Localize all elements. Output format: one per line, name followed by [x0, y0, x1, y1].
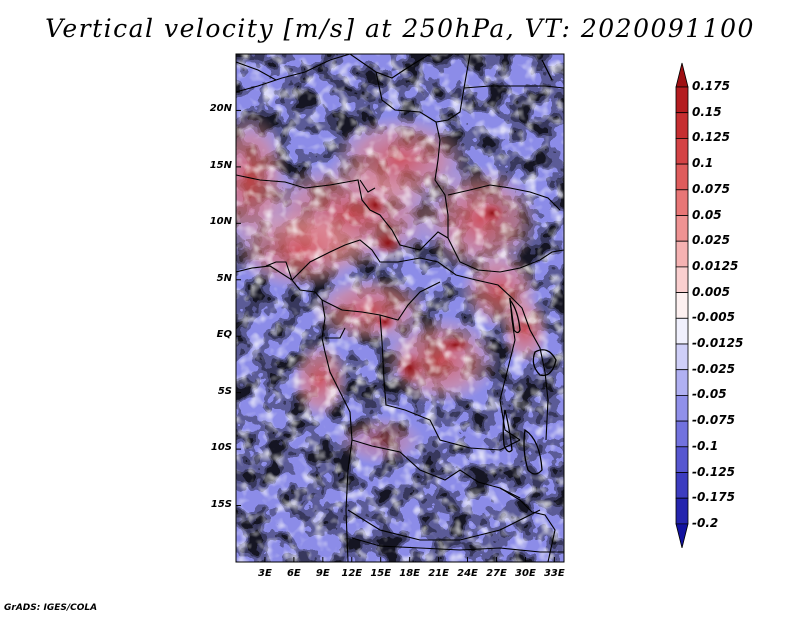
axis-ticks	[236, 109, 555, 562]
colorbar-label: -0.2	[692, 515, 719, 530]
colorbar-segment	[675, 62, 689, 88]
y-tick-label: 20N	[209, 103, 232, 115]
colorbar-segment	[675, 523, 689, 548]
y-tick-label: 15N	[209, 159, 232, 171]
colorbar-segment	[675, 472, 689, 499]
colorbar-label: -0.1	[692, 438, 719, 453]
colorbar-label: -0.175	[692, 490, 735, 505]
colorbar-segment	[675, 240, 689, 268]
lake-outlines	[502, 59, 557, 475]
x-tick-label: 6E	[286, 568, 301, 579]
colorbar-segment	[675, 497, 689, 525]
colorbar-segment	[675, 215, 689, 242]
colorbar-label: 0.005	[692, 284, 730, 299]
colorbar-label: 0.0125	[692, 258, 739, 273]
colorbar-segment	[675, 189, 689, 216]
colorbar-segment	[675, 420, 689, 448]
x-tick-label: 9E	[315, 568, 330, 579]
y-tick-label: EQ	[216, 329, 232, 341]
colorbar-label: -0.125	[692, 464, 735, 479]
colorbar	[675, 62, 689, 548]
colorbar-label: 0.05	[692, 207, 722, 222]
velocity-field	[236, 54, 564, 562]
colorbar-segment	[675, 369, 689, 396]
colorbar-segment	[675, 317, 689, 345]
colorbar-label: 0.125	[692, 130, 730, 145]
colorbar-segment	[675, 292, 689, 319]
y-tick-label: 5S	[217, 385, 232, 397]
colorbar-segment	[675, 112, 689, 139]
x-tick-label: 30E	[515, 568, 536, 579]
y-tick-label: 10N	[209, 216, 232, 228]
chart-title: Vertical velocity [m/s] at 250hPa, VT: 2…	[45, 14, 755, 43]
colorbar-label: 0.1	[692, 156, 714, 171]
colorbar-segment	[675, 137, 689, 165]
x-tick-label: 21E	[428, 568, 449, 579]
colorbar-segment	[675, 343, 689, 371]
country-borders	[236, 54, 564, 562]
colorbar-label: -0.005	[692, 310, 735, 325]
colorbar-segment	[675, 86, 689, 114]
x-tick-label: 3E	[258, 568, 272, 579]
colorbar-label: 0.075	[692, 181, 730, 196]
x-tick-label: 15E	[370, 568, 392, 579]
colorbar-label: 0.025	[692, 233, 730, 248]
colorbar-label: 0.175	[692, 79, 730, 93]
x-tick-label: 24E	[457, 568, 478, 579]
colorbar-label: -0.025	[692, 361, 735, 376]
x-tick-label: 18E	[399, 568, 421, 579]
y-tick-label: 5N	[216, 272, 232, 284]
map-frame	[235, 53, 565, 563]
colorbar-segment	[675, 266, 689, 293]
y-tick-label: 15S	[210, 498, 232, 510]
grads-credit: GrADS: IGES/COLA	[4, 603, 98, 613]
colorbar-segment	[675, 446, 689, 473]
colorbar-label: -0.075	[692, 413, 735, 428]
x-tick-label: 27E	[486, 568, 507, 579]
colorbar-segment	[675, 163, 689, 191]
colorbar-label: 0.15	[692, 104, 722, 119]
colorbar-label: -0.05	[692, 387, 727, 402]
y-tick-label: 10S	[210, 442, 232, 454]
x-tick-label: 12E	[341, 568, 363, 579]
x-tick-label: 33E	[543, 568, 565, 579]
colorbar-segment	[675, 394, 689, 422]
colorbar-label: -0.0125	[692, 336, 744, 350]
